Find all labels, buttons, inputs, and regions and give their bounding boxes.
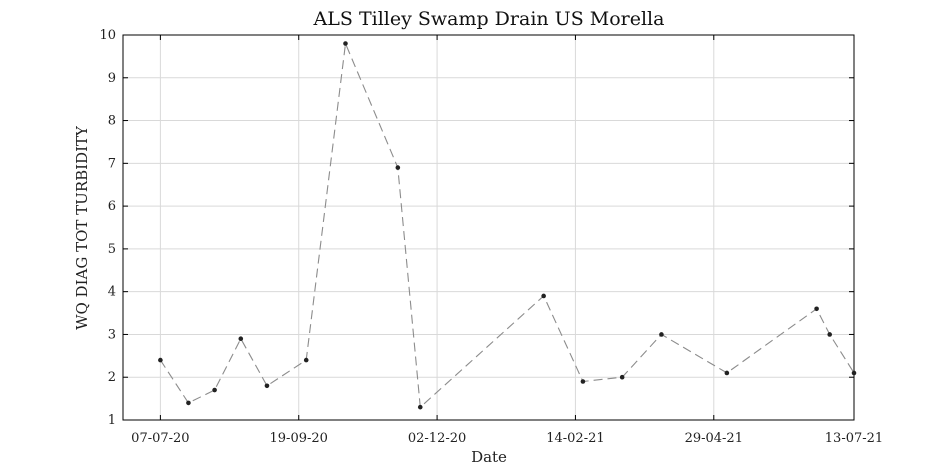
x-tick-label: 19-09-20 bbox=[270, 431, 328, 446]
data-point bbox=[212, 387, 217, 393]
series-line bbox=[159, 41, 855, 409]
y-tick-label: 9 bbox=[108, 71, 116, 86]
data-point bbox=[238, 336, 244, 342]
series-line-path bbox=[159, 41, 855, 409]
data-point bbox=[417, 404, 423, 410]
data-point bbox=[186, 400, 191, 406]
y-tick-label: 5 bbox=[108, 242, 116, 257]
data-point bbox=[851, 370, 857, 376]
x-axis-label: Date bbox=[471, 448, 507, 466]
data-point bbox=[395, 165, 401, 170]
y-tick-label: 4 bbox=[108, 285, 116, 300]
data-points bbox=[158, 41, 857, 410]
data-point bbox=[343, 41, 348, 46]
x-tick-label: 13-07-21 bbox=[825, 431, 883, 446]
data-point bbox=[580, 379, 586, 384]
y-tick-label: 3 bbox=[108, 327, 116, 342]
chart-title: ALS Tilley Swamp Drain US Morella bbox=[313, 8, 665, 30]
y-tick-label: 1 bbox=[108, 413, 116, 428]
y-tick-label: 8 bbox=[108, 114, 116, 129]
y-tick-label: 6 bbox=[108, 199, 116, 214]
plot-frame bbox=[122, 34, 855, 421]
data-point bbox=[724, 370, 730, 376]
x-tick-label: 07-07-20 bbox=[131, 431, 189, 446]
x-tick-label: 29-04-21 bbox=[685, 431, 743, 446]
data-point bbox=[619, 374, 625, 380]
y-tick-label: 10 bbox=[99, 28, 116, 43]
plot-box bbox=[122, 34, 855, 421]
data-point bbox=[814, 306, 819, 312]
data-point bbox=[158, 357, 163, 363]
data-point bbox=[827, 332, 832, 337]
data-point bbox=[303, 357, 309, 363]
grid bbox=[123, 34, 855, 421]
x-axis: 07-07-20 19-09-20 02-12-20 14-02-21 29-04-21… bbox=[131, 35, 883, 446]
x-tick-label: 14-02-21 bbox=[546, 431, 604, 446]
x-tick-label: 02-12-20 bbox=[408, 431, 466, 446]
data-point bbox=[541, 293, 546, 299]
y-tick-label: 2 bbox=[108, 370, 116, 385]
y-axis-label: WQ DIAG TOT TURBIDITY bbox=[73, 125, 91, 330]
data-point bbox=[659, 332, 664, 337]
data-point bbox=[264, 383, 270, 389]
y-tick-label: 7 bbox=[108, 156, 116, 171]
y-axis: 1 2 3 4 5 6 7 8 9 10 bbox=[99, 28, 854, 428]
